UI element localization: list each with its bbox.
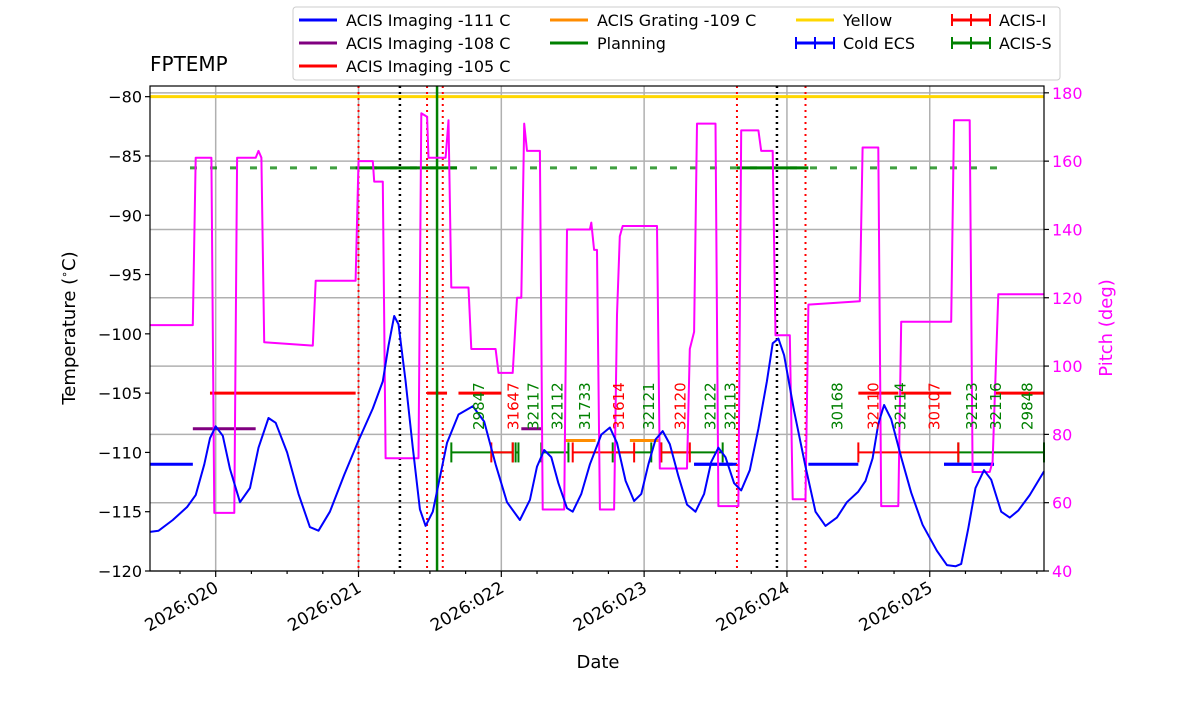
y2-tick-label: 120 xyxy=(1052,289,1083,308)
x-axis-label: Date xyxy=(576,652,619,673)
y2-tick-label: 60 xyxy=(1052,494,1072,513)
data-series xyxy=(149,112,1045,568)
obsid-label: 32113 xyxy=(722,382,740,430)
y-tick-label: −115 xyxy=(98,503,142,522)
y-tick-label: −100 xyxy=(98,325,142,344)
legend: ACIS Imaging -111 C ACIS Imaging -108 C AC… xyxy=(292,6,1061,81)
chart-title: FPTEMP xyxy=(150,52,228,76)
degree-symbol: ∘ xyxy=(58,271,71,278)
legend-label: ACIS Grating -109 C xyxy=(597,11,756,30)
obsid-label: 32123 xyxy=(963,382,981,430)
y-tick-label: −90 xyxy=(108,206,142,225)
y2-tick-label: 140 xyxy=(1052,220,1083,239)
legend-label: Planning xyxy=(597,34,666,53)
obsid-annotations: 29847 31647 32117 32112 31733 31614 32121 32120… xyxy=(470,382,1036,430)
legend-label: ACIS-I xyxy=(999,11,1046,30)
y2-tick-label: 40 xyxy=(1052,562,1072,581)
obsid-label: 32112 xyxy=(549,382,567,430)
obsid-label: 30107 xyxy=(926,382,944,430)
obsid-label: 31614 xyxy=(610,382,628,430)
obsid-label: 32120 xyxy=(672,382,690,430)
legend-box xyxy=(292,6,1061,81)
y-axis-label-text: Temperature ( xyxy=(59,278,80,406)
y2-axis-label: Pitch (deg) xyxy=(1096,279,1117,377)
plot-frame xyxy=(149,85,1045,572)
y-tick-label: −85 xyxy=(108,147,142,166)
obsid-label: 32121 xyxy=(640,382,658,430)
obsid-label: 32116 xyxy=(987,382,1005,430)
obsid-label: 30168 xyxy=(829,382,847,430)
y-tick-label: −105 xyxy=(98,384,142,403)
y2-tick-label: 160 xyxy=(1052,152,1083,171)
obsid-label: 32114 xyxy=(891,382,909,430)
legend-label: ACIS Imaging -108 C xyxy=(346,34,510,53)
temperature-line xyxy=(149,315,1045,568)
y-tick-label: −80 xyxy=(108,88,142,107)
legend-label: Cold ECS xyxy=(843,34,915,53)
pitch-line xyxy=(150,112,1044,514)
obsid-label: 32122 xyxy=(702,382,720,430)
obsid-label: 31647 xyxy=(504,382,522,430)
y2-tick-label: 100 xyxy=(1052,357,1083,376)
legend-label: ACIS-S xyxy=(999,34,1052,53)
y-axis-label: Temperature (∘C) xyxy=(58,251,80,405)
y-tick-label: −120 xyxy=(98,562,142,581)
y-tick-label: −95 xyxy=(108,266,142,285)
legend-label: Yellow xyxy=(842,11,892,30)
legend-label: ACIS Imaging -105 C xyxy=(346,57,510,76)
obsid-label: 32117 xyxy=(524,382,542,430)
obsid-label: 32110 xyxy=(864,382,882,430)
obsid-label: 31733 xyxy=(576,382,594,430)
y2-tick-label: 180 xyxy=(1052,84,1083,103)
y-tick-label: −110 xyxy=(98,443,142,462)
y-axis-label-unit: C) xyxy=(59,251,80,271)
obsid-label: 29847 xyxy=(470,382,488,430)
y2-tick-label: 80 xyxy=(1052,425,1072,444)
obsid-label: 29848 xyxy=(1019,382,1037,430)
legend-label: ACIS Imaging -111 C xyxy=(346,11,510,30)
